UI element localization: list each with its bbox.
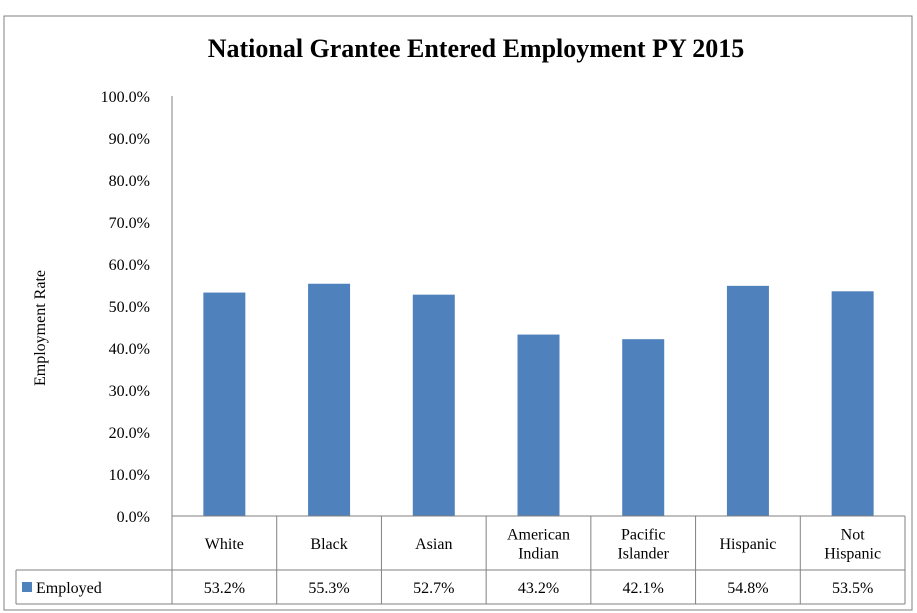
y-tick-label: 40.0% xyxy=(109,341,150,358)
y-tick-label: 0.0% xyxy=(117,509,150,526)
legend-swatch xyxy=(22,582,32,592)
bar xyxy=(203,292,246,516)
y-tick-label: 30.0% xyxy=(109,383,150,400)
x-tick-label: Hispanic xyxy=(824,546,881,563)
chart-title: National Grantee Entered Employment PY 2… xyxy=(208,34,745,63)
x-tick-label: Black xyxy=(310,536,347,553)
data-table: White Black Asian American Indian Pacific Isla… xyxy=(15,515,906,605)
bar xyxy=(831,291,874,516)
x-tick-label: American xyxy=(507,527,570,544)
y-tick-label: 80.0% xyxy=(109,173,150,190)
bar xyxy=(308,283,351,516)
bar xyxy=(622,339,665,516)
x-tick-label: Hispanic xyxy=(719,536,776,553)
y-tick-label: 70.0% xyxy=(109,215,150,232)
legend-label: Employed xyxy=(36,580,102,597)
data-label: 52.7% xyxy=(413,580,454,597)
y-tick-label: 90.0% xyxy=(109,131,150,148)
bar xyxy=(726,285,769,516)
x-tick-label: White xyxy=(205,536,244,553)
y-tick-label: 60.0% xyxy=(109,257,150,274)
y-tick-label: 10.0% xyxy=(109,467,150,484)
data-label: 42.1% xyxy=(623,580,664,597)
y-tick-label: 20.0% xyxy=(109,425,150,442)
data-label: 53.2% xyxy=(204,580,245,597)
x-tick-label: Asian xyxy=(415,536,452,553)
data-label: 55.3% xyxy=(308,580,349,597)
x-tick-label: Islander xyxy=(617,546,669,563)
y-axis-label: Employment Rate xyxy=(32,270,49,386)
y-axis-ticks: 0.0% 10.0% 20.0% 30.0% 40.0% 50.0% 60.0% 70.0% 8… xyxy=(101,89,150,526)
y-tick-label: 100.0% xyxy=(101,89,150,106)
data-label: 43.2% xyxy=(518,580,559,597)
bar xyxy=(517,334,560,516)
x-tick-label: Pacific xyxy=(621,527,665,544)
x-tick-label: Indian xyxy=(518,546,559,563)
data-label: 53.5% xyxy=(832,580,873,597)
bars xyxy=(203,283,874,516)
x-tick-label: Not xyxy=(841,527,866,544)
bar xyxy=(412,294,455,516)
data-label: 54.8% xyxy=(727,580,768,597)
y-tick-label: 50.0% xyxy=(109,299,150,316)
